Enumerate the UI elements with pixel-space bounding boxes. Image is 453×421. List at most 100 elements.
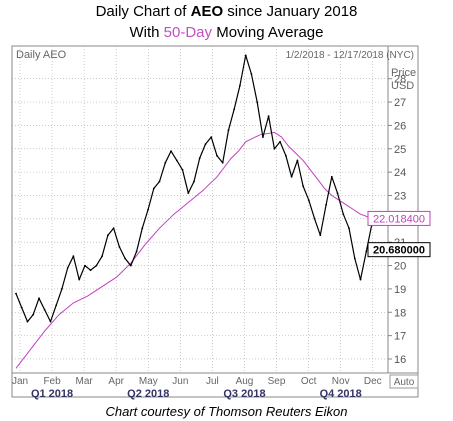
price-point bbox=[170, 150, 172, 153]
y-tick-label: 19 bbox=[394, 284, 406, 296]
price-point bbox=[365, 250, 368, 253]
price-point bbox=[279, 140, 281, 143]
price-point bbox=[107, 234, 109, 237]
chart-caption: Chart courtesy of Thomson Reuters Eikon bbox=[105, 404, 348, 419]
month-label: Oct bbox=[301, 376, 317, 387]
price-point bbox=[342, 213, 345, 216]
price-point bbox=[244, 54, 247, 57]
quarter-label: Q3 2018 bbox=[223, 388, 265, 400]
price-point bbox=[129, 264, 132, 267]
ma-value-tag: 22.018400 bbox=[373, 213, 425, 225]
price-point bbox=[319, 234, 322, 237]
month-label: Jul bbox=[206, 376, 219, 387]
price-point bbox=[313, 217, 316, 220]
month-label: Apr bbox=[108, 376, 124, 387]
price-point bbox=[124, 257, 126, 260]
price-point bbox=[101, 255, 103, 258]
price-point bbox=[118, 246, 121, 248]
price-point bbox=[250, 73, 253, 75]
auto-label: Auto bbox=[394, 377, 415, 388]
price-point bbox=[296, 159, 299, 162]
price-point bbox=[359, 278, 362, 281]
price-point bbox=[66, 267, 69, 269]
price-point bbox=[216, 154, 218, 157]
price-point bbox=[135, 250, 138, 253]
price-point bbox=[26, 320, 29, 323]
subtitle-prefix: With bbox=[129, 24, 164, 41]
y-tick-label: 25 bbox=[394, 144, 406, 156]
price-point bbox=[43, 309, 46, 311]
chart-subtitle: With 50-Day Moving Average bbox=[0, 24, 453, 41]
title-suffix: since January 2018 bbox=[223, 3, 358, 20]
price-point bbox=[38, 297, 40, 300]
price-point bbox=[290, 175, 293, 178]
price-point bbox=[233, 108, 236, 110]
price-axis-label: Price bbox=[391, 67, 416, 79]
y-tick-label: 20 bbox=[394, 261, 406, 273]
price-point bbox=[55, 304, 58, 307]
price-point bbox=[239, 84, 241, 87]
price-value-tag: 20.680000 bbox=[373, 245, 425, 257]
price-point bbox=[61, 288, 63, 290]
price-point bbox=[164, 161, 167, 164]
price-point bbox=[330, 175, 333, 178]
currency-label: USD bbox=[391, 80, 414, 92]
price-point bbox=[227, 129, 230, 132]
price-point bbox=[193, 180, 195, 183]
y-tick-label: 23 bbox=[394, 190, 406, 202]
price-point bbox=[348, 227, 350, 230]
chart-title: Daily Chart of AEO since January 2018 bbox=[0, 3, 453, 20]
price-point bbox=[336, 192, 339, 195]
price-point bbox=[112, 227, 115, 230]
price-point bbox=[273, 147, 276, 150]
quarter-label: Q1 2018 bbox=[31, 388, 73, 400]
month-label: Sep bbox=[268, 376, 286, 387]
price-point bbox=[175, 159, 178, 162]
title-ticker: AEO bbox=[190, 3, 224, 20]
month-label: Mar bbox=[76, 376, 94, 387]
price-point bbox=[302, 185, 304, 188]
chart-frame bbox=[11, 45, 419, 398]
price-point bbox=[32, 313, 35, 316]
price-point bbox=[285, 154, 287, 157]
month-label: Aug bbox=[236, 376, 254, 387]
price-point bbox=[256, 101, 259, 103]
y-tick-label: 28 bbox=[394, 74, 406, 86]
auto-box bbox=[389, 374, 419, 389]
price-point bbox=[307, 199, 310, 202]
price-point bbox=[325, 203, 327, 206]
month-label: Nov bbox=[332, 376, 350, 387]
month-label: Dec bbox=[364, 376, 382, 387]
price-point bbox=[20, 306, 23, 309]
subtitle-suffix: Moving Average bbox=[212, 24, 324, 41]
price-point bbox=[187, 192, 190, 195]
price-point bbox=[141, 227, 144, 230]
price-point bbox=[262, 136, 264, 139]
price-point bbox=[15, 292, 17, 295]
price-point bbox=[204, 143, 207, 146]
month-label: Feb bbox=[43, 376, 61, 387]
price-point bbox=[158, 180, 161, 183]
y-tick-label: 27 bbox=[394, 97, 406, 109]
price-point bbox=[78, 278, 81, 281]
y-tick-label: 24 bbox=[394, 167, 406, 179]
price-point bbox=[198, 157, 201, 160]
price-point bbox=[84, 264, 86, 267]
price-point bbox=[210, 136, 213, 139]
quarter-label: Q2 2018 bbox=[127, 388, 169, 400]
y-tick-label: 18 bbox=[394, 307, 406, 319]
price-point bbox=[267, 115, 270, 117]
price-point bbox=[152, 187, 155, 190]
panel-label: Daily AEO bbox=[16, 49, 67, 61]
ma-value-tag-box bbox=[367, 210, 431, 226]
subtitle-ma-label: 50-Day bbox=[163, 24, 213, 41]
price-point bbox=[72, 255, 75, 258]
price-point bbox=[221, 161, 224, 164]
price-point bbox=[89, 269, 92, 272]
date-range-label: 1/2/2018 - 12/17/2018 (NYC) bbox=[286, 50, 414, 61]
title-prefix: Daily Chart of bbox=[95, 3, 191, 20]
price-point bbox=[49, 320, 52, 323]
price-point bbox=[181, 168, 184, 171]
price-point bbox=[353, 257, 356, 260]
